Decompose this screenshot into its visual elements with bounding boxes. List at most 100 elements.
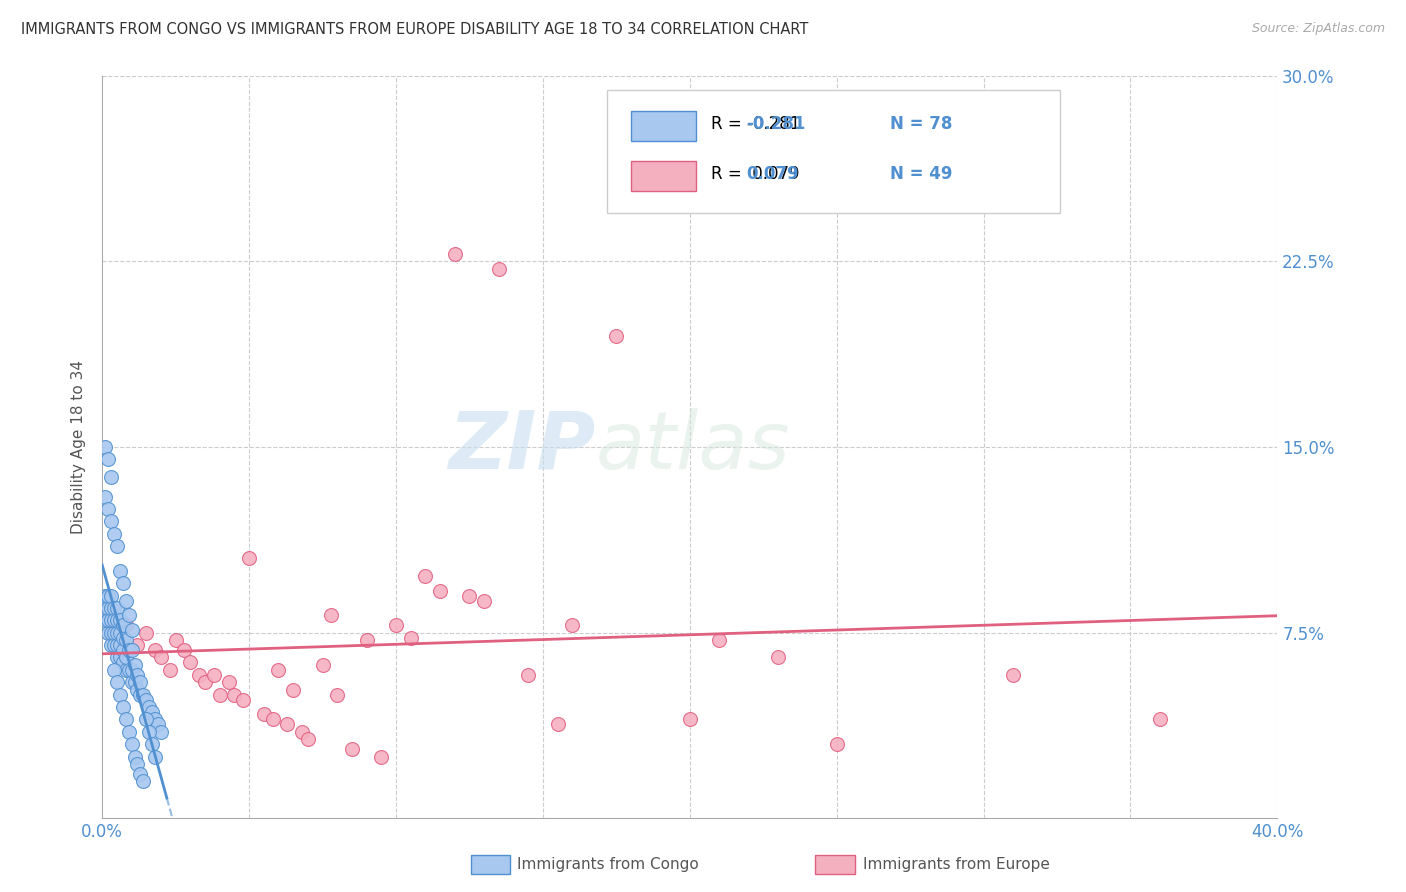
Point (105, 650, 128, 665)
Point (141, 705, 163, 719)
Text: N = 49: N = 49 (890, 165, 952, 184)
Point (103, 663, 125, 677)
Text: N = 78: N = 78 (890, 115, 952, 133)
FancyBboxPatch shape (631, 161, 696, 191)
Point (100, 589, 122, 603)
Point (100, 469, 122, 483)
Point (135, 692, 157, 706)
Point (356, 633, 378, 648)
Text: -0.281: -0.281 (747, 115, 806, 133)
Point (415, 568, 437, 582)
Point (108, 613, 131, 627)
Text: Source: ZipAtlas.com: Source: ZipAtlas.com (1251, 22, 1385, 36)
Point (108, 638, 131, 652)
Point (135, 713, 157, 727)
Point (103, 638, 125, 652)
Point (105, 675, 128, 690)
Point (100, 638, 122, 652)
Point (127, 682, 149, 697)
Point (370, 749, 392, 764)
Point (605, 328, 627, 343)
Point (135, 625, 157, 640)
Point (108, 625, 131, 640)
Point (143, 713, 166, 727)
Point (103, 526, 125, 541)
Point (141, 737, 163, 751)
Point (114, 650, 136, 665)
Point (105, 601, 128, 615)
Point (114, 593, 136, 607)
FancyBboxPatch shape (631, 112, 696, 141)
Point (94, 440, 117, 454)
Point (118, 724, 141, 739)
Point (253, 707, 276, 722)
Y-axis label: Disability Age 18 to 34: Disability Age 18 to 34 (72, 360, 86, 534)
Point (105, 539, 128, 553)
Point (111, 618, 134, 632)
Point (118, 608, 141, 623)
Point (94, 613, 117, 627)
Point (111, 576, 134, 591)
Point (100, 625, 122, 640)
Point (100, 601, 122, 615)
Point (118, 643, 141, 657)
Point (94, 601, 117, 615)
Point (547, 717, 569, 731)
Point (111, 656, 134, 670)
Point (1149, 713, 1171, 727)
Point (121, 663, 143, 677)
Point (118, 663, 141, 677)
Text: IMMIGRANTS FROM CONGO VS IMMIGRANTS FROM EUROPE DISABILITY AGE 18 TO 34 CORRELAT: IMMIGRANTS FROM CONGO VS IMMIGRANTS FROM… (21, 22, 808, 37)
Point (517, 668, 540, 682)
Point (232, 692, 254, 706)
Point (472, 593, 495, 607)
Point (111, 700, 134, 714)
Point (561, 618, 583, 632)
Point (385, 618, 408, 632)
Text: Immigrants from Europe: Immigrants from Europe (863, 857, 1050, 871)
Point (121, 643, 143, 657)
Point (311, 657, 333, 672)
Point (108, 688, 131, 702)
Point (159, 663, 181, 677)
Point (127, 756, 149, 771)
Point (103, 613, 125, 627)
Point (291, 724, 314, 739)
Point (179, 656, 201, 670)
Point (276, 717, 298, 731)
Point (188, 668, 211, 682)
Point (111, 631, 134, 645)
Point (103, 625, 125, 640)
Point (707, 633, 730, 648)
Text: ZIP: ZIP (449, 408, 596, 486)
Point (766, 650, 789, 665)
Text: Immigrants from Congo: Immigrants from Congo (517, 857, 699, 871)
Point (97, 502, 120, 516)
Text: atlas: atlas (596, 408, 790, 486)
Point (114, 618, 136, 632)
FancyBboxPatch shape (607, 90, 1060, 213)
Point (458, 589, 481, 603)
Point (825, 737, 848, 751)
Point (97, 589, 120, 603)
Point (202, 668, 225, 682)
Point (129, 675, 152, 690)
Point (127, 638, 149, 652)
Point (1001, 668, 1024, 682)
Point (297, 732, 319, 747)
Point (267, 663, 290, 677)
Point (124, 657, 146, 672)
Point (97, 601, 120, 615)
Point (488, 261, 510, 276)
Point (262, 713, 284, 727)
Point (321, 608, 343, 623)
Point (121, 624, 143, 638)
Point (224, 688, 246, 702)
Point (165, 633, 187, 648)
Point (218, 675, 240, 690)
Point (121, 675, 143, 690)
Point (149, 724, 172, 739)
Point (114, 633, 136, 648)
Point (143, 643, 166, 657)
Point (238, 551, 260, 566)
